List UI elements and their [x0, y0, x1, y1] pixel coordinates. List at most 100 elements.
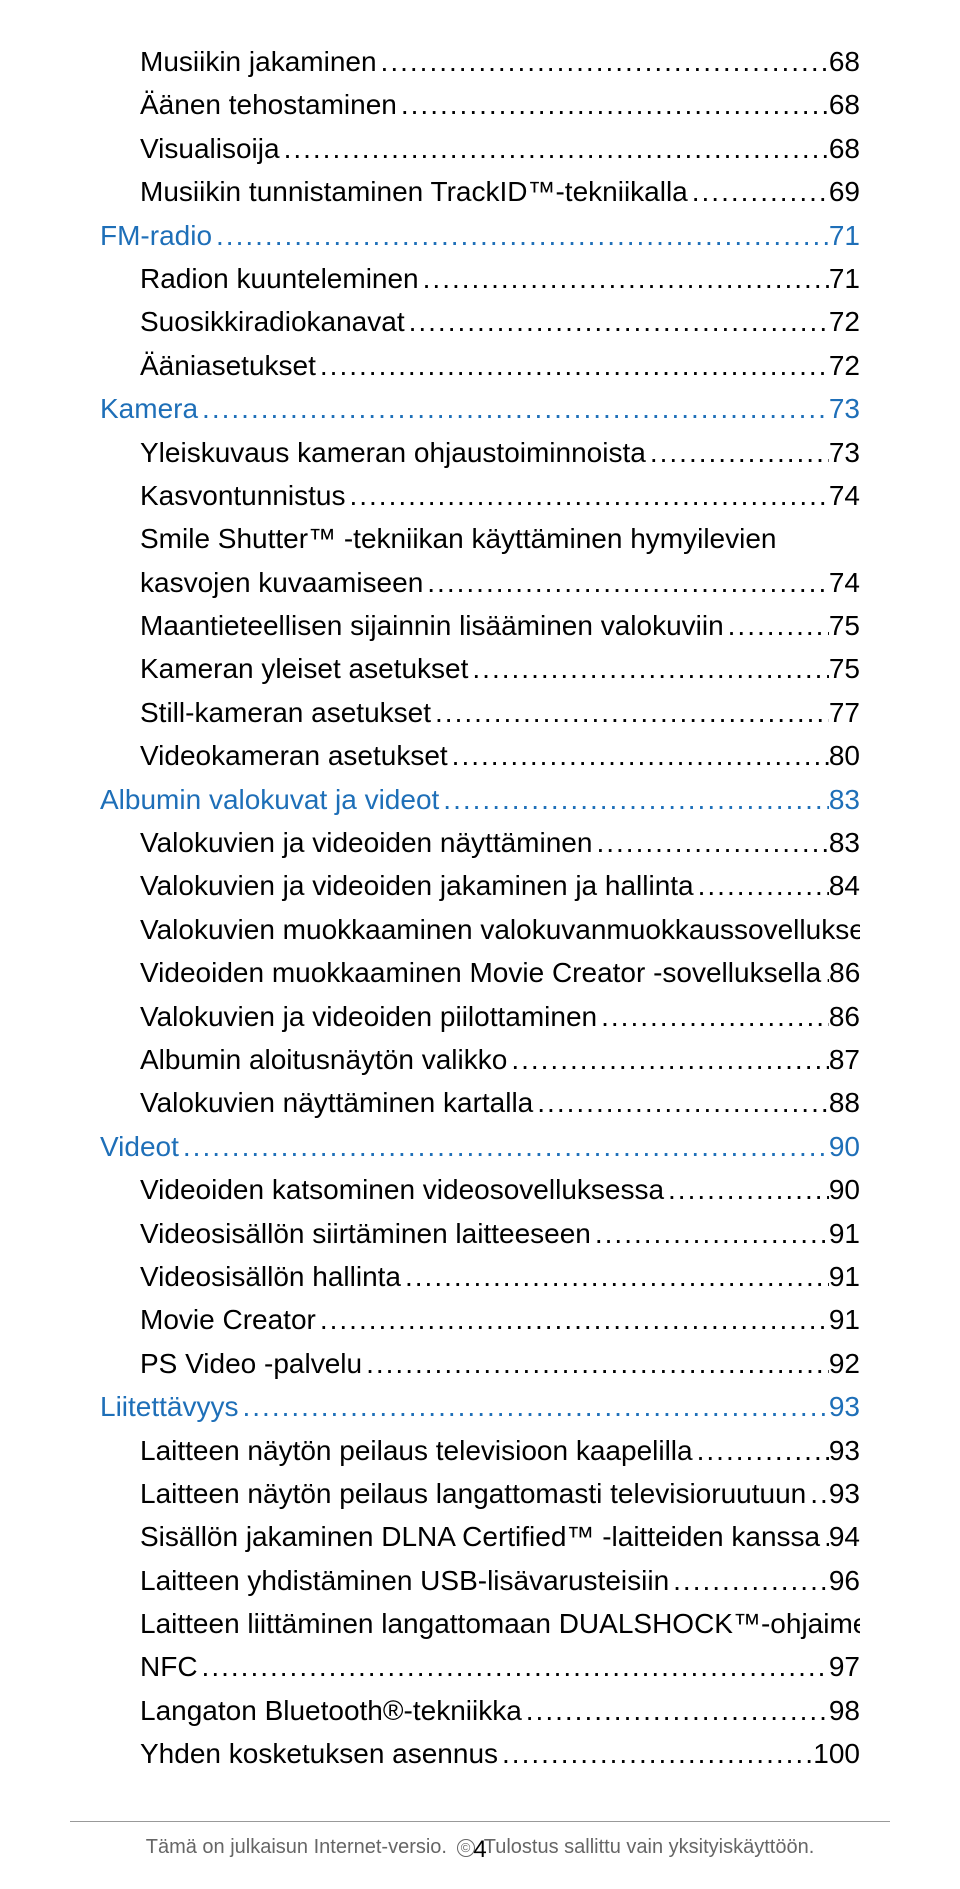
toc-entry[interactable]: Laitteen liittäminen langattomaan DUALSH… — [140, 1602, 860, 1645]
toc-entry[interactable]: Valokuvien ja videoiden piilottaminen86 — [140, 995, 860, 1038]
toc-entry-page: 93 — [829, 1429, 860, 1472]
toc-entry-page: 75 — [829, 647, 860, 690]
toc-entry[interactable]: Videoiden katsominen videosovelluksessa9… — [140, 1168, 860, 1211]
toc-leader-dots — [592, 821, 828, 864]
toc-entry-label: Videoiden muokkaaminen Movie Creator -so… — [140, 951, 821, 994]
toc-entry-label: Movie Creator — [140, 1298, 316, 1341]
toc-entry-label: kasvojen kuvaamiseen — [140, 561, 423, 604]
toc-entry[interactable]: Yleiskuvaus kameran ohjaustoiminnoista73 — [140, 431, 860, 474]
toc-leader-dots — [724, 604, 829, 647]
toc-entry[interactable]: Valokuvien ja videoiden jakaminen ja hal… — [140, 864, 860, 907]
toc-entry[interactable]: Suosikkiradiokanavat 72 — [140, 300, 860, 343]
toc-entry[interactable]: NFC97 — [140, 1645, 860, 1688]
toc-entry[interactable]: Äänen tehostaminen68 — [140, 83, 860, 126]
toc-entry[interactable]: Laitteen yhdistäminen USB-lisävarusteisi… — [140, 1559, 860, 1602]
toc-leader-dots — [669, 1559, 829, 1602]
toc-entry-label: Ääniasetukset — [140, 344, 316, 387]
toc-entry-page: 93 — [829, 1472, 860, 1515]
toc-leader-dots — [820, 1515, 829, 1558]
toc-entry[interactable]: Ääniasetukset72 — [140, 344, 860, 387]
toc-leader-dots — [179, 1125, 829, 1168]
toc-entry-page: 73 — [829, 431, 860, 474]
toc-entry-label: Yhden kosketuksen asennus — [140, 1732, 498, 1775]
toc-leader-dots — [419, 257, 829, 300]
toc-section-page: 71 — [829, 214, 860, 257]
toc-entry[interactable]: Movie Creator 91 — [140, 1298, 860, 1341]
toc-section[interactable]: FM-radio71 — [100, 214, 860, 257]
footer-text-2: Tulostus sallittu vain yksityiskäyttöön. — [484, 1836, 815, 1858]
toc-entry[interactable]: Videoiden muokkaaminen Movie Creator -so… — [140, 951, 860, 994]
toc-entry-label: Suosikkiradiokanavat — [140, 300, 405, 343]
toc-leader-dots — [401, 1255, 829, 1298]
toc-leader-dots — [591, 1212, 829, 1255]
toc-entry-label: Laitteen liittäminen langattomaan DUALSH… — [140, 1602, 860, 1645]
toc-entry-page: 74 — [829, 474, 860, 517]
toc-entry[interactable]: Videosisällön siirtäminen laitteeseen 91 — [140, 1212, 860, 1255]
toc-entry-page: 71 — [829, 257, 860, 300]
toc-entry[interactable]: Sisällön jakaminen DLNA Certified™ -lait… — [140, 1515, 860, 1558]
toc-entry-label: Videosisällön hallinta — [140, 1255, 401, 1298]
toc-entry[interactable]: kasvojen kuvaamiseen74 — [140, 561, 860, 604]
toc-leader-dots — [405, 300, 829, 343]
toc-entry-page: 91 — [829, 1212, 860, 1255]
toc-section-label: Liitettävyys — [100, 1385, 239, 1428]
toc-entry-page: 72 — [829, 300, 860, 343]
toc-entry-page: 69 — [829, 170, 860, 213]
toc-section-label: Videot — [100, 1125, 179, 1168]
toc-entry[interactable]: Videosisällön hallinta91 — [140, 1255, 860, 1298]
toc-leader-dots — [280, 127, 829, 170]
footer: Tämä on julkaisun Internet-versio. © Tul… — [70, 1821, 890, 1859]
toc-entry[interactable]: Laitteen näytön peilaus langattomasti te… — [140, 1472, 860, 1515]
toc-entry-label: Videokameran asetukset — [140, 734, 448, 777]
toc-entry[interactable]: Yhden kosketuksen asennus100 — [140, 1732, 860, 1775]
toc-entry[interactable]: Valokuvien muokkaaminen valokuvanmuokkau… — [140, 908, 860, 951]
toc-section[interactable]: Albumin valokuvat ja videot83 — [100, 778, 860, 821]
toc-leader-dots — [688, 170, 829, 213]
toc-entry-label: Laitteen näytön peilaus televisioon kaap… — [140, 1429, 693, 1472]
toc-entry[interactable]: Musiikin jakaminen68 — [140, 40, 860, 83]
toc-section-page: 93 — [829, 1385, 860, 1428]
toc-entry-page: 88 — [829, 1081, 860, 1124]
toc-entry[interactable]: Still-kameran asetukset77 — [140, 691, 860, 734]
toc-leader-dots — [533, 1081, 829, 1124]
toc-entry-page: 94 — [829, 1515, 860, 1558]
toc-entry[interactable]: PS Video -palvelu92 — [140, 1342, 860, 1385]
toc-leader-dots — [316, 1298, 829, 1341]
toc-section[interactable]: Kamera73 — [100, 387, 860, 430]
toc-entry-label: Valokuvien näyttäminen kartalla — [140, 1081, 533, 1124]
toc-leader-dots — [431, 691, 829, 734]
toc-leader-dots — [694, 864, 829, 907]
toc-leader-dots — [439, 778, 829, 821]
toc-entry-label: Videosisällön siirtäminen laitteeseen — [140, 1212, 591, 1255]
toc-entry[interactable]: Kasvontunnistus74 — [140, 474, 860, 517]
toc-leader-dots — [693, 1429, 829, 1472]
toc-entry-page: 68 — [829, 127, 860, 170]
toc-section[interactable]: Liitettävyys 93 — [100, 1385, 860, 1428]
toc-entry[interactable]: Albumin aloitusnäytön valikko87 — [140, 1038, 860, 1081]
toc-entry-page: 86 — [829, 995, 860, 1038]
toc-leader-dots — [507, 1038, 829, 1081]
toc-entry[interactable]: Kameran yleiset asetukset 75 — [140, 647, 860, 690]
toc-entry[interactable]: Radion kuunteleminen71 — [140, 257, 860, 300]
toc-entry-label: Kameran yleiset asetukset — [140, 647, 468, 690]
toc-entry-page: 68 — [829, 40, 860, 83]
toc-entry[interactable]: Visualisoija68 — [140, 127, 860, 170]
toc-entry[interactable]: Maantieteellisen sijainnin lisääminen va… — [140, 604, 860, 647]
toc-entry-page: 92 — [829, 1342, 860, 1385]
toc-entry[interactable]: Valokuvien ja videoiden näyttäminen83 — [140, 821, 860, 864]
toc-entry[interactable]: Langaton Bluetooth®-tekniikka98 — [140, 1689, 860, 1732]
toc-leader-dots — [212, 214, 829, 257]
toc-leader-dots — [498, 1732, 813, 1775]
toc-entry-label: NFC — [140, 1645, 198, 1688]
toc-leader-dots — [362, 1342, 829, 1385]
toc-entry[interactable]: Videokameran asetukset 80 — [140, 734, 860, 777]
toc-entry[interactable]: Smile Shutter™ -tekniikan käyttäminen hy… — [140, 517, 860, 560]
toc-entry[interactable]: Musiikin tunnistaminen TrackID™-tekniika… — [140, 170, 860, 213]
toc-entry-page: 80 — [829, 734, 860, 777]
toc-entry[interactable]: Valokuvien näyttäminen kartalla 88 — [140, 1081, 860, 1124]
footer-text-1: Tämä on julkaisun Internet-versio. — [146, 1836, 453, 1858]
toc-entry[interactable]: Laitteen näytön peilaus televisioon kaap… — [140, 1429, 860, 1472]
toc-section[interactable]: Videot90 — [100, 1125, 860, 1168]
copyright-icon: © — [457, 1839, 475, 1857]
toc-entry-page: 91 — [829, 1298, 860, 1341]
